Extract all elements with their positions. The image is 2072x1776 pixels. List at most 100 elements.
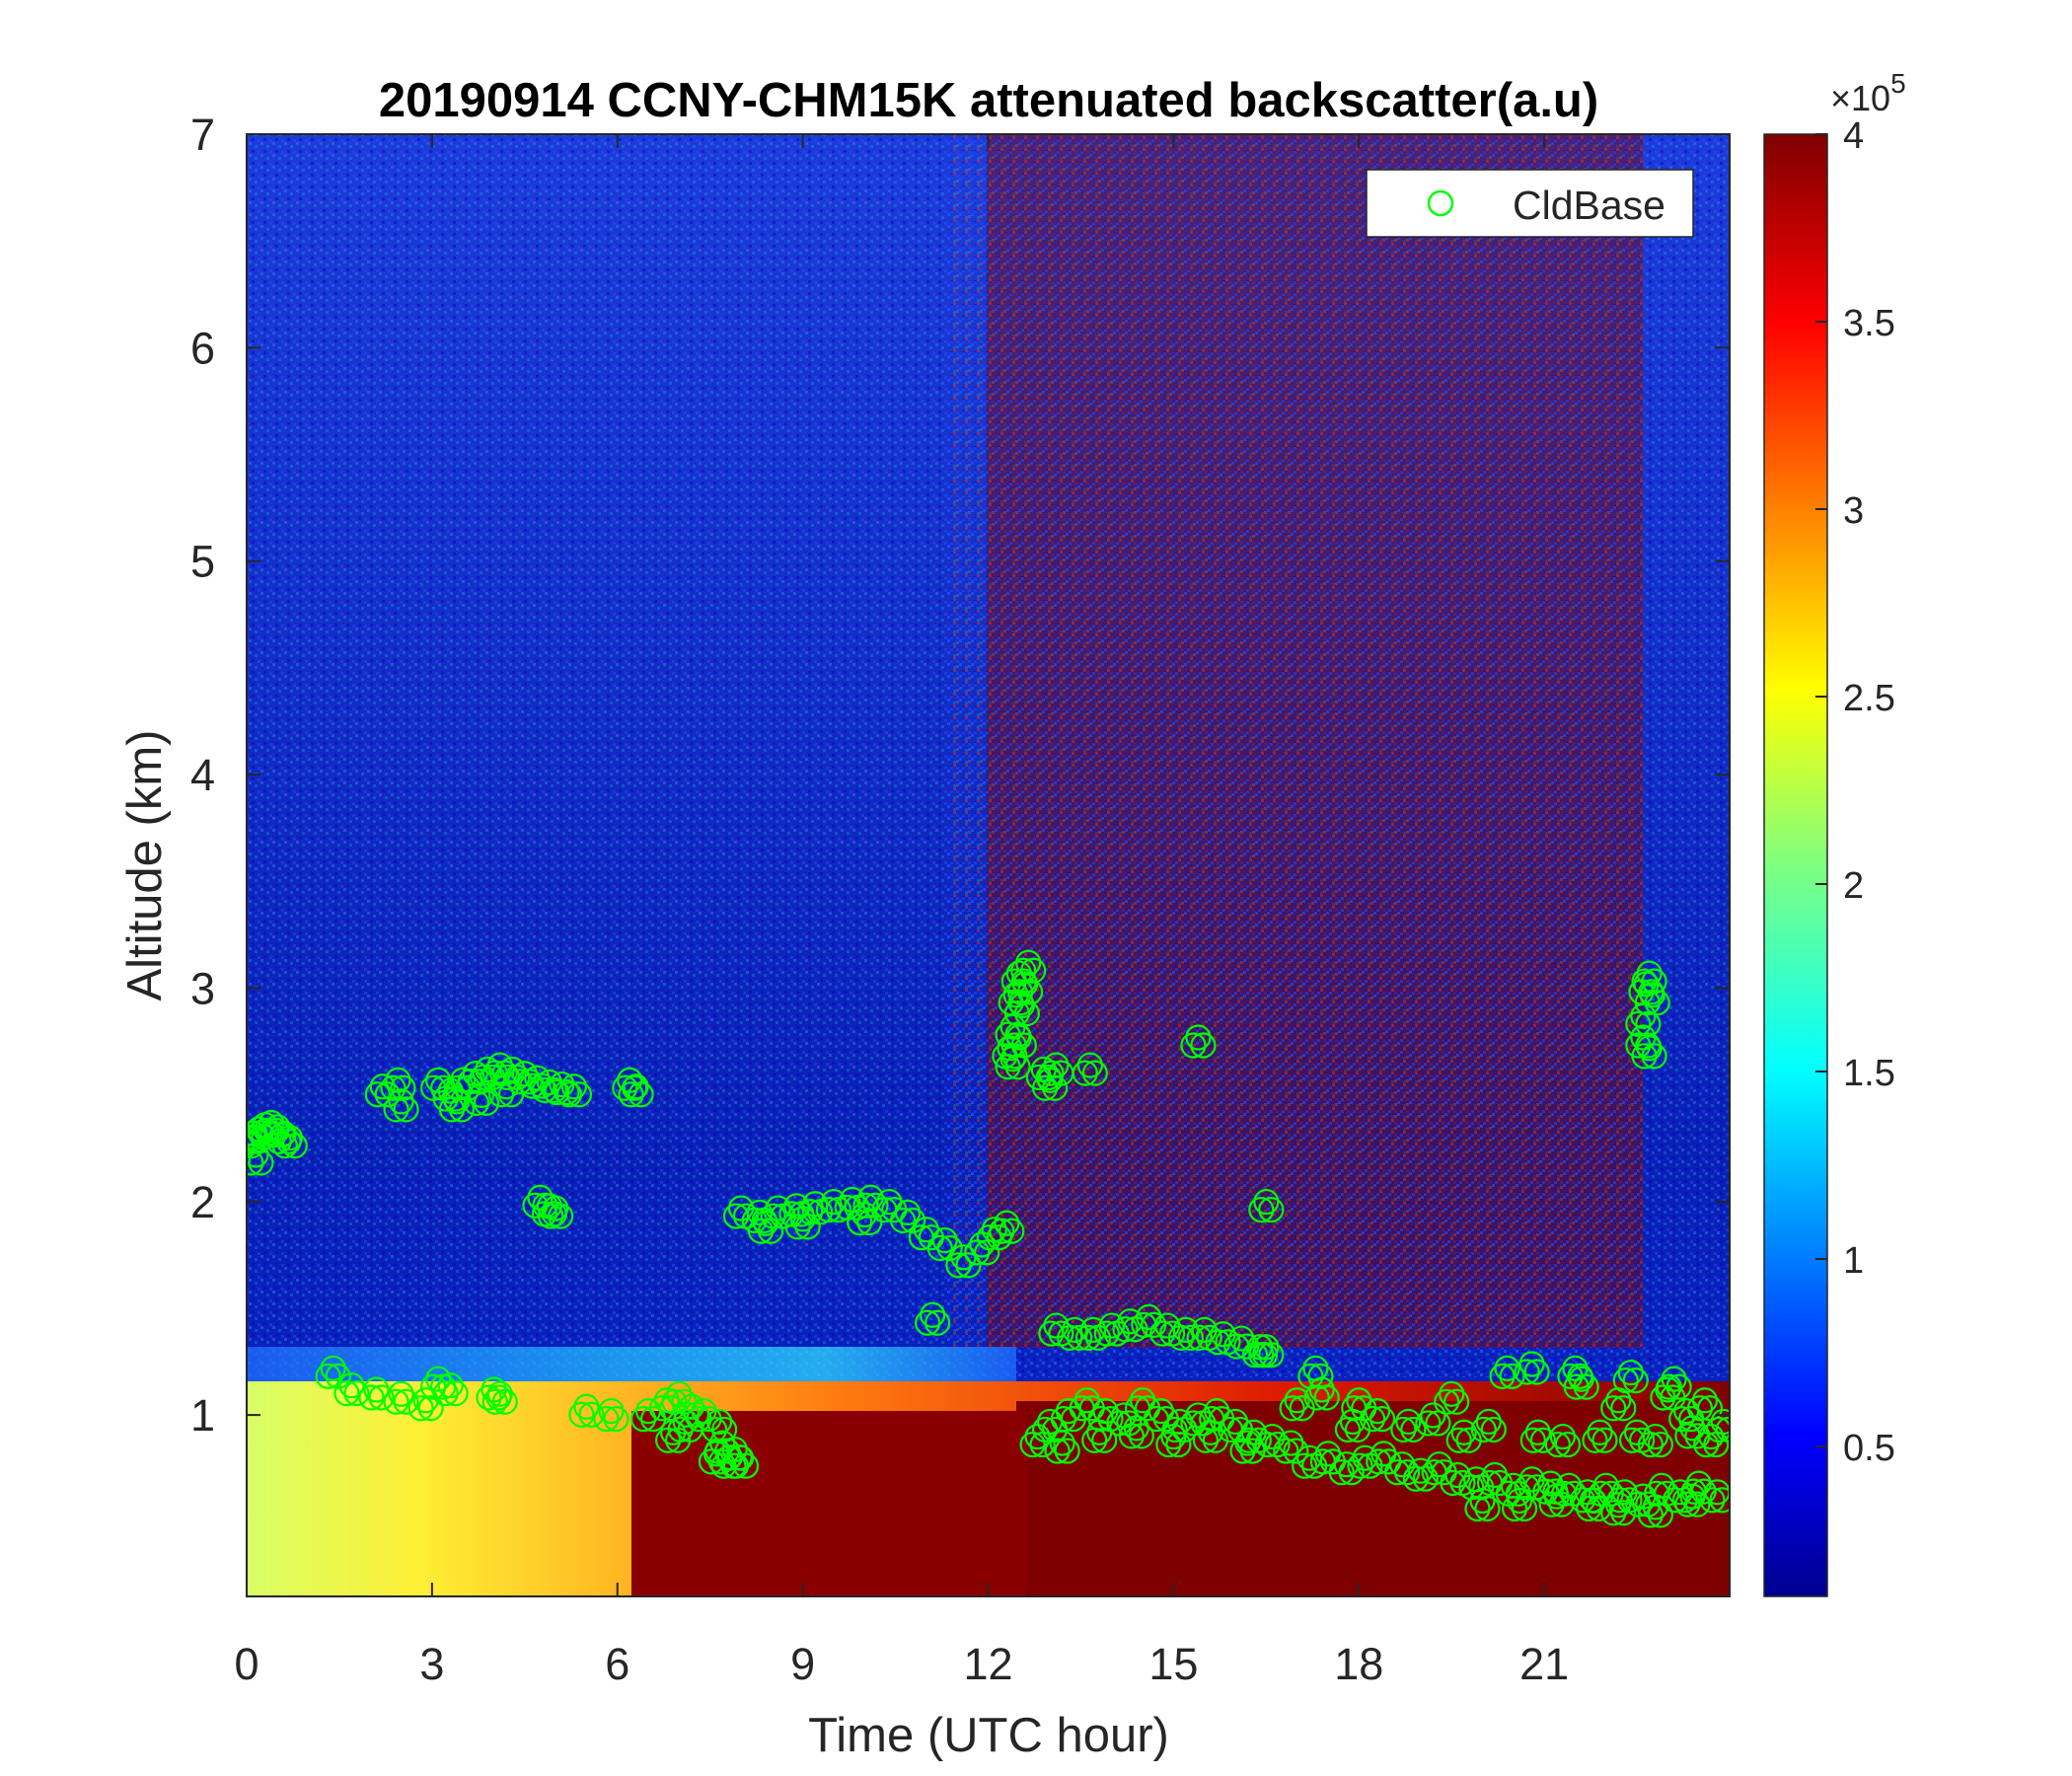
cldbase-point xyxy=(716,1443,743,1471)
cldbase-point xyxy=(1554,1431,1582,1458)
cldbase-point xyxy=(1038,1060,1065,1086)
y-tick-label: 3 xyxy=(190,963,215,1013)
cldbase-point xyxy=(667,1416,694,1443)
cldbase-point xyxy=(1641,1043,1667,1070)
cldbase-point xyxy=(1600,1395,1627,1422)
cldbase-point xyxy=(1549,1423,1577,1450)
cldbase-point xyxy=(603,1406,629,1433)
cldbase-point xyxy=(926,1234,953,1262)
cldbase-point xyxy=(407,1395,434,1422)
cldbase-point xyxy=(1032,1074,1059,1101)
cldbase-point xyxy=(1474,1495,1501,1522)
cldbase-point xyxy=(889,1207,917,1233)
cldbase-point xyxy=(1557,1363,1584,1389)
cldbase-point xyxy=(1480,1416,1507,1443)
cldbase-point xyxy=(701,1416,728,1443)
cldbase-point xyxy=(1253,1334,1280,1361)
cldbase-point xyxy=(1190,1032,1217,1059)
cldbase-point xyxy=(710,1416,738,1443)
cldbase-point xyxy=(672,1408,699,1436)
cldbase-point xyxy=(476,1384,502,1411)
x-axis-ticks: 0 3 6 9 12 15 18 21 xyxy=(234,134,1569,1689)
cldbase-point xyxy=(1538,1491,1565,1517)
legend: CldBase xyxy=(1366,169,1694,238)
cldbase-point xyxy=(598,1398,625,1425)
cldbase-point xyxy=(1600,1500,1627,1526)
colorbar-gradient xyxy=(1763,133,1828,1597)
cldbase-point xyxy=(1076,1052,1103,1078)
cldbase-point xyxy=(1328,1459,1355,1486)
x-tick-label: 0 xyxy=(234,1639,259,1689)
cldbase-point xyxy=(417,1395,444,1422)
cldbase-point xyxy=(1273,1438,1299,1464)
cldbase-point xyxy=(1639,982,1665,1008)
cldbase-point xyxy=(363,1376,390,1403)
cldbase-point xyxy=(1691,1387,1719,1414)
cldbase-point xyxy=(1543,1483,1570,1510)
cldbase-point xyxy=(1123,1415,1149,1442)
y-tick-label: 7 xyxy=(190,110,215,160)
cldbase-point xyxy=(487,1081,515,1108)
cldbase-point xyxy=(343,1380,370,1407)
cldbase-point xyxy=(899,1207,926,1233)
cldbase-point xyxy=(789,1206,816,1232)
cldbase-point xyxy=(783,1193,810,1220)
cldbase-point xyxy=(1511,1495,1538,1522)
cldbase-point xyxy=(1656,1373,1682,1400)
cldbase-point xyxy=(1292,1452,1318,1479)
colorbar-tick-label: 2.5 xyxy=(1843,678,1895,719)
cldbase-point xyxy=(1661,1366,1687,1392)
cldbase-point xyxy=(388,1088,414,1115)
cldbase-point xyxy=(1494,1355,1520,1381)
cldbase-point xyxy=(364,1081,391,1108)
cldbase-point xyxy=(1674,1423,1701,1449)
cldbase-point xyxy=(468,1081,495,1109)
cldbase-point xyxy=(1393,1459,1421,1486)
cldbase-point xyxy=(1469,1487,1496,1515)
cldbase-point xyxy=(573,1393,600,1420)
cldbase-point xyxy=(1049,1430,1075,1456)
cldbase-point xyxy=(851,1201,878,1228)
cldbase-point xyxy=(628,1081,654,1108)
cldbase-point xyxy=(1612,1368,1639,1394)
cldbase-point xyxy=(1709,1487,1730,1514)
cldbase-point xyxy=(1248,1196,1275,1223)
cldbase-point xyxy=(1234,1430,1261,1456)
y-tick-label: 4 xyxy=(190,750,215,800)
cldbase-point xyxy=(1043,1052,1070,1078)
x-tick-label: 3 xyxy=(419,1639,444,1689)
cldbase-point xyxy=(1622,1368,1649,1394)
cldbase-point xyxy=(1248,1342,1275,1369)
cldbase-point xyxy=(936,1234,963,1262)
cldbase-point xyxy=(1636,960,1663,987)
cldbase-point xyxy=(442,1380,469,1407)
colorbar-tick-label: 4 xyxy=(1843,115,1864,157)
cldbase-point xyxy=(1128,1423,1154,1449)
cldbase-point xyxy=(1489,1363,1516,1389)
cldbase-point xyxy=(1631,968,1658,995)
cldbase-point xyxy=(1647,1502,1673,1528)
cldbase-point xyxy=(1177,1324,1205,1351)
cldbase-point xyxy=(1576,1495,1602,1522)
cldbase-point xyxy=(544,1078,570,1106)
chart-title: 20190914 CCNY-CHM15K attenuated backscat… xyxy=(379,74,1598,127)
cldbase-point xyxy=(511,1061,538,1087)
cldbase-point xyxy=(333,1380,360,1407)
cldbase-point xyxy=(1532,1478,1559,1505)
cldbase-point xyxy=(1253,1188,1280,1216)
colorbar-multiplier-exponent: 5 xyxy=(1890,68,1906,99)
cldbase-point xyxy=(1390,1416,1417,1443)
cldbase-point xyxy=(276,1125,303,1151)
cldbase-point xyxy=(1581,1487,1607,1515)
cldbase-point xyxy=(473,1089,500,1117)
cldbase-point xyxy=(265,1128,292,1154)
cldbase-point xyxy=(1081,1060,1108,1086)
colorbar-tick-label: 1 xyxy=(1843,1240,1864,1282)
cldbase-point xyxy=(1519,1427,1546,1453)
cldbase-point xyxy=(247,1149,264,1176)
cldbase-point xyxy=(1112,1316,1139,1343)
cldbase-point xyxy=(622,1074,648,1101)
cldbase-point xyxy=(989,1218,1015,1244)
cldbase-point xyxy=(1010,1032,1037,1059)
cldbase-point xyxy=(1544,1431,1572,1458)
